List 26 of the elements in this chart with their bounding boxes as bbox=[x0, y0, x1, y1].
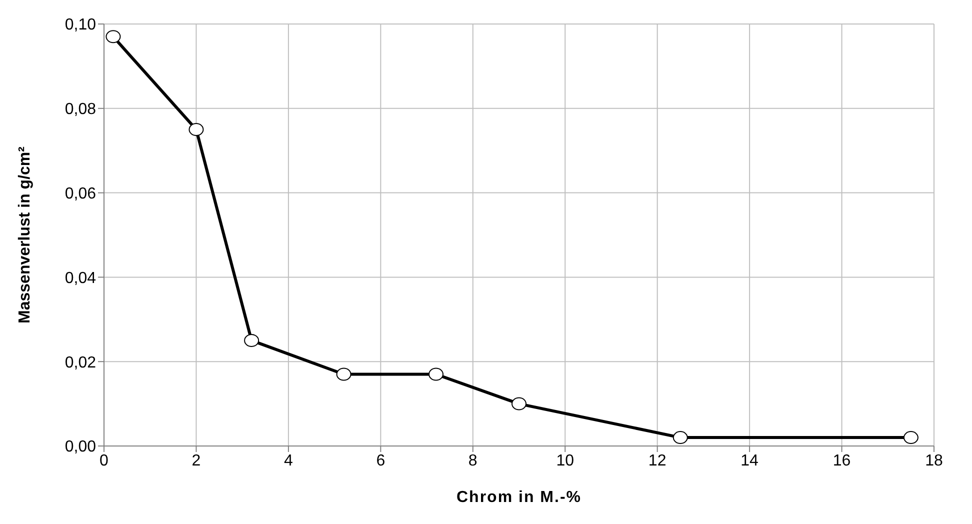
y-tick-label: 0,04 bbox=[64, 270, 96, 287]
point bbox=[244, 334, 260, 347]
x-tick-label: 18 bbox=[925, 452, 943, 470]
point bbox=[106, 30, 121, 44]
x-tick-label: 2 bbox=[192, 452, 201, 470]
x-axis-title: Chrom in M.-% bbox=[456, 489, 582, 506]
point bbox=[336, 368, 352, 381]
x-tick-label: 16 bbox=[832, 452, 851, 470]
y-tick-label: 0,00 bbox=[64, 438, 96, 456]
point bbox=[672, 431, 688, 444]
point bbox=[188, 123, 204, 136]
y-tick-label: 0,06 bbox=[64, 185, 96, 202]
point bbox=[512, 397, 526, 410]
x-tick-label: 4 bbox=[284, 452, 293, 470]
x-tick-label: 12 bbox=[648, 452, 666, 470]
y-tick-label: 0,02 bbox=[64, 354, 96, 372]
x-tick-label: 14 bbox=[740, 452, 759, 470]
x-tick-label: 0 bbox=[100, 452, 109, 470]
x-tick-label: 8 bbox=[468, 452, 478, 470]
point bbox=[428, 368, 444, 381]
y-axis-title: Massenverlust in g/cm² bbox=[16, 146, 34, 324]
x-tick-label: 6 bbox=[376, 452, 386, 470]
x-tick-label: 10 bbox=[556, 452, 574, 470]
y-tick-label: 0,08 bbox=[64, 101, 96, 118]
y-tick-label: 0,10 bbox=[64, 16, 96, 34]
point bbox=[903, 431, 918, 444]
